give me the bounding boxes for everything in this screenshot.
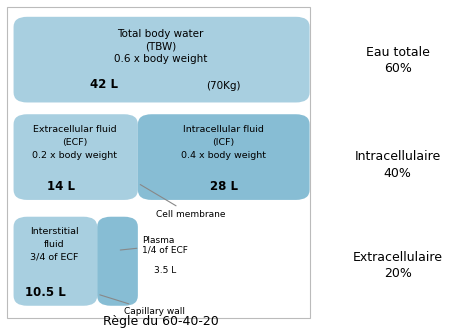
- Text: 14 L: 14 L: [47, 180, 75, 193]
- Text: 0.6 x body weight: 0.6 x body weight: [114, 54, 207, 64]
- Text: 10.5 L: 10.5 L: [25, 286, 65, 299]
- Text: fluid: fluid: [44, 240, 64, 249]
- Text: Eau totale: Eau totale: [365, 46, 429, 58]
- FancyBboxPatch shape: [14, 17, 309, 102]
- Text: 20%: 20%: [383, 267, 411, 280]
- Text: Cell membrane: Cell membrane: [140, 184, 225, 219]
- Text: Plasma
1/4 of ECF: Plasma 1/4 of ECF: [120, 236, 188, 255]
- Text: (ICF): (ICF): [212, 138, 235, 147]
- Text: Règle du 60-40-20: Règle du 60-40-20: [102, 314, 218, 328]
- Text: (70Kg): (70Kg): [206, 81, 240, 91]
- Text: 3.5 L: 3.5 L: [153, 266, 175, 275]
- FancyBboxPatch shape: [14, 217, 97, 306]
- Text: 60%: 60%: [383, 62, 411, 75]
- Text: 42 L: 42 L: [90, 78, 118, 91]
- Text: (ECF): (ECF): [62, 138, 87, 147]
- Text: Extracellulaire: Extracellulaire: [352, 251, 442, 263]
- FancyBboxPatch shape: [14, 114, 138, 200]
- Text: 0.4 x body weight: 0.4 x body weight: [181, 151, 266, 160]
- Text: Extracellular fluid: Extracellular fluid: [32, 125, 116, 134]
- Text: Capillary wall: Capillary wall: [100, 295, 185, 317]
- Text: Intracellular fluid: Intracellular fluid: [183, 125, 263, 134]
- Text: Total body water: Total body water: [117, 29, 203, 39]
- Text: 28 L: 28 L: [209, 180, 237, 193]
- Text: 40%: 40%: [383, 167, 411, 179]
- FancyBboxPatch shape: [138, 114, 309, 200]
- Text: Intracellulaire: Intracellulaire: [354, 150, 440, 163]
- FancyBboxPatch shape: [97, 217, 138, 306]
- Text: 3/4 of ECF: 3/4 of ECF: [30, 252, 78, 261]
- Text: 0.2 x body weight: 0.2 x body weight: [32, 151, 117, 160]
- Text: Interstitial: Interstitial: [30, 227, 78, 236]
- Text: (TBW): (TBW): [144, 41, 176, 51]
